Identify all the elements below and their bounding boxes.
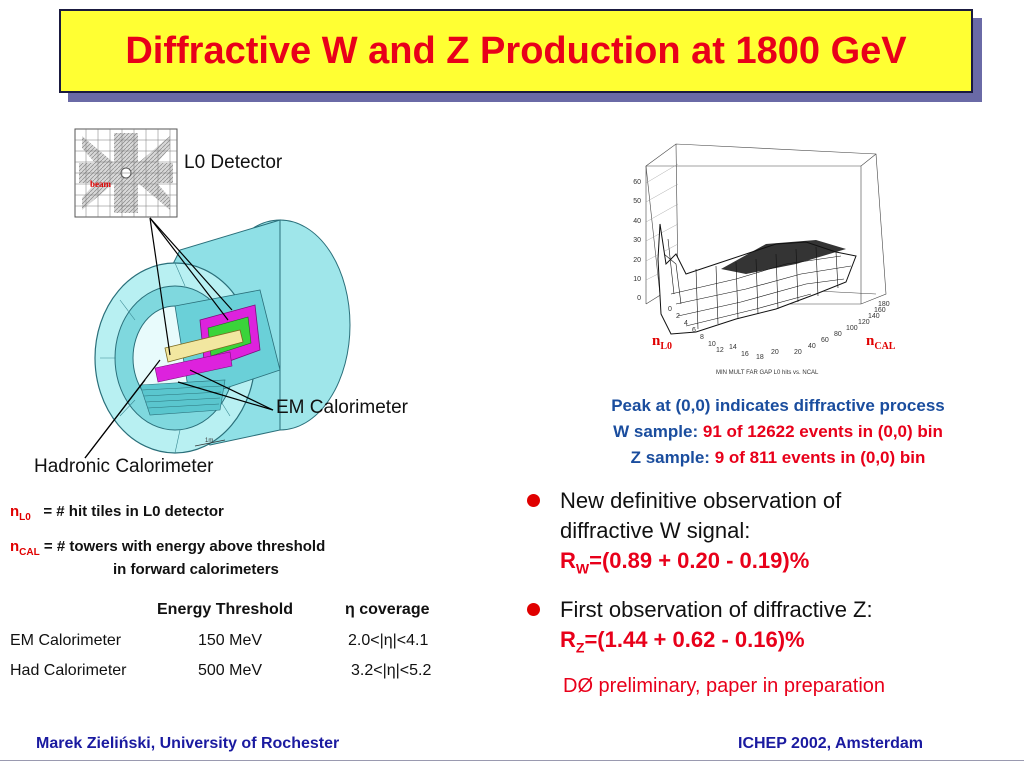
n-l0-axis-label: nL0	[652, 333, 673, 352]
x-tick: 2	[676, 313, 680, 320]
y-tick: 80	[834, 331, 842, 338]
bullet-z-observation: First observation of diffractive Z: RZ=(…	[560, 595, 873, 662]
z-tick: 50	[633, 198, 641, 205]
l0-detector-label: L0 Detector	[184, 152, 283, 173]
z-tick: 20	[633, 257, 641, 264]
y-tick: 180	[878, 301, 890, 308]
bullet-w-observation: New definitive observation of diffractiv…	[560, 486, 841, 583]
x-tick: 0	[668, 306, 672, 313]
table-row-energy: 150 MeV	[198, 632, 263, 649]
lego-plot: 60 50 40 30 20 10 0 0 2 4 6 8 10 12 14 1…	[633, 143, 890, 376]
bullet-icon	[527, 603, 540, 616]
z-tick: 60	[633, 179, 641, 186]
z-tick: 10	[633, 276, 641, 283]
y-tick: 100	[846, 325, 858, 332]
x-tick: 20	[771, 349, 779, 356]
peak-line: Peak at (0,0) indicates diffractive proc…	[611, 396, 945, 415]
plot-caption: MIN MULT FAR GAP L0 hits vs. NCAL	[716, 370, 819, 376]
slide-title: Diffractive W and Z Production at 1800 G…	[125, 29, 907, 72]
x-tick: 14	[729, 344, 737, 351]
em-calorimeter-label: EM Calorimeter	[276, 397, 408, 418]
beam-label: beam	[90, 179, 111, 189]
energy-threshold-header: Energy Threshold	[157, 601, 294, 618]
l0-detector-grid	[74, 128, 178, 218]
z-sample-label: Z sample:	[630, 448, 710, 467]
hadronic-calorimeter-label: Hadronic Calorimeter	[34, 456, 214, 477]
x-tick: 16	[741, 351, 749, 358]
z-tick: 0	[637, 295, 641, 302]
scale-bar-label: 1m	[205, 438, 213, 444]
table-row-eta: 3.2<|η|<5.2	[351, 662, 432, 679]
z-tick: 40	[633, 218, 641, 225]
title-box: Diffractive W and Z Production at 1800 G…	[59, 9, 973, 93]
x-tick: 18	[756, 354, 764, 361]
x-tick: 10	[708, 341, 716, 348]
peak-summary: Peak at (0,0) indicates diffractive proc…	[548, 393, 1008, 471]
y-tick: 120	[858, 319, 870, 326]
y-tick: 140	[868, 313, 880, 320]
bullet-icon	[527, 494, 540, 507]
w-sample-value: 91 of 12622 events in (0,0) bin	[702, 422, 943, 441]
ncal-definition: nCAL = # towers with energy above thresh…	[10, 538, 326, 558]
footer-conference: ICHEP 2002, Amsterdam	[738, 735, 923, 752]
table-row-energy: 500 MeV	[198, 662, 263, 679]
table-row-eta: 2.0<|η|<4.1	[348, 632, 429, 649]
y-tick: 60	[821, 337, 829, 344]
rw-result: RW=(0.89 + 0.20 - 0.19)%	[560, 548, 810, 577]
y-tick: 40	[808, 343, 816, 350]
y-tick: 20	[794, 349, 802, 356]
x-tick: 8	[700, 334, 704, 341]
n-cal-axis-label: nCAL	[866, 333, 896, 352]
x-tick: 12	[716, 347, 724, 354]
table-row-name: EM Calorimeter	[10, 632, 122, 649]
y-tick: 160	[874, 307, 886, 314]
calorimeter-drawing: 1m	[94, 219, 351, 454]
rz-result: RZ=(1.44 + 0.62 - 0.16)%	[560, 627, 805, 656]
eta-coverage-header: η coverage	[345, 601, 430, 618]
z-sample-value: 9 of 811 events in (0,0) bin	[714, 448, 926, 467]
x-tick: 6	[692, 327, 696, 334]
footer-divider	[0, 760, 1024, 761]
z-tick: 30	[633, 237, 641, 244]
x-tick: 4	[684, 320, 688, 327]
ncal-definition-cont: in forward calorimeters	[113, 561, 279, 578]
table-row-name: Had Calorimeter	[10, 662, 127, 679]
nl0-definition: nL0 = # hit tiles in L0 detector	[10, 503, 224, 523]
w-sample-label: W sample:	[613, 422, 699, 441]
preliminary-note: DØ preliminary, paper in preparation	[563, 675, 886, 697]
footer-author: Marek Zieliński, University of Rochester	[36, 735, 340, 752]
